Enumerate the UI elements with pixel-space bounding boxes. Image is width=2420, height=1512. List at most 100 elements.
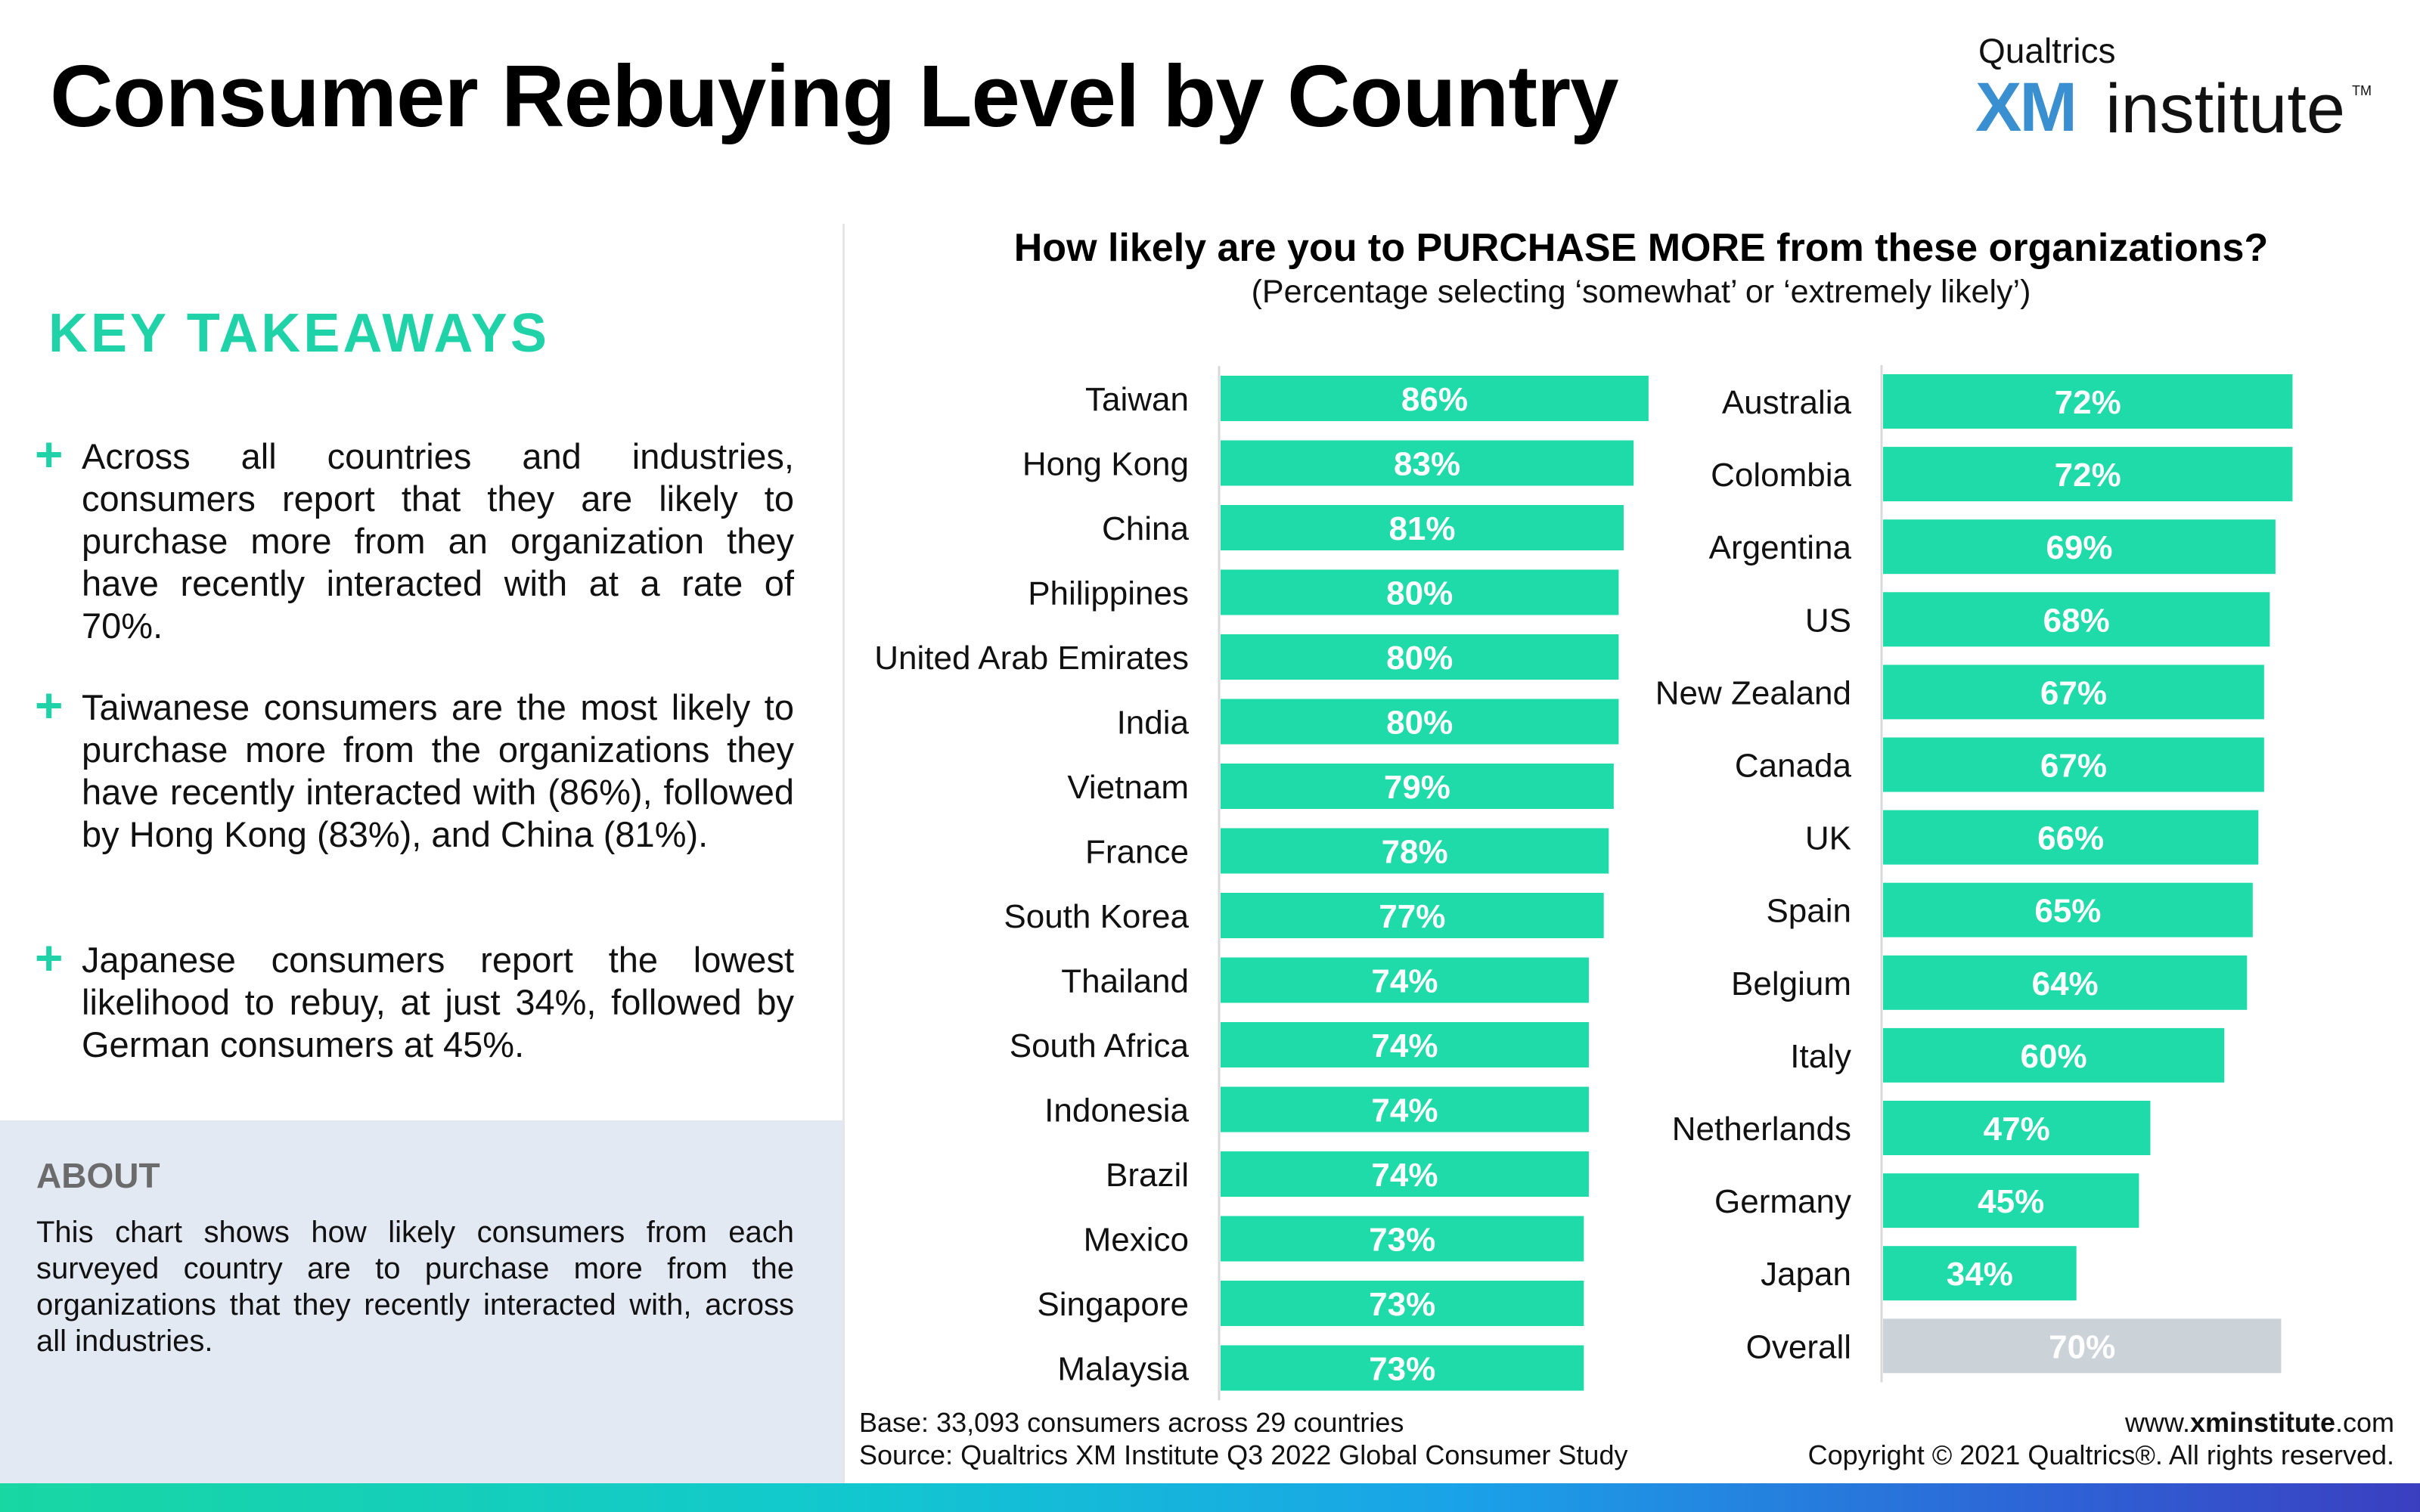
category-label: Spain [1766, 893, 1851, 930]
category-label: United Arab Emirates [874, 640, 1189, 677]
xm-institute-logo: Qualtrics XM institute TM [1975, 30, 2372, 147]
category-label: Hong Kong [1022, 446, 1189, 483]
category-label: Canada [1735, 748, 1852, 785]
logo-institute-text: institute [2105, 70, 2346, 147]
base-note: Base: 33,093 consumers across 29 countri… [859, 1406, 1627, 1471]
category-label: Mexico [1084, 1222, 1189, 1259]
bar [1221, 828, 1609, 874]
bar [1221, 893, 1604, 938]
category-label: Thailand [1061, 963, 1189, 1000]
category-label: China [1102, 510, 1189, 547]
plus-icon: + [35, 678, 64, 733]
category-label: Germany [1714, 1183, 1851, 1220]
category-label: South Korea [1004, 898, 1189, 935]
bar [1883, 810, 2259, 865]
bar [1221, 699, 1619, 745]
takeaway-text: Taiwanese consumers are the most likely … [82, 687, 794, 854]
bar [1883, 882, 2253, 937]
plus-icon: + [35, 427, 64, 482]
url-suffix: .com [2335, 1407, 2394, 1438]
bar [1221, 1022, 1589, 1067]
category-label: Netherlands [1672, 1111, 1851, 1148]
bar [1221, 1216, 1584, 1262]
data-label: 69% [2046, 529, 2112, 566]
data-label: 74% [1371, 1157, 1438, 1194]
data-label: 67% [2040, 748, 2107, 785]
bar [1221, 1151, 1589, 1197]
bar-chart: Taiwan 86% Hong Kong 83% China 81% Philippines… [874, 364, 2293, 1401]
bar [1221, 505, 1624, 550]
takeaway-text: Across all countries and industries, con… [82, 436, 794, 646]
data-label: 64% [2032, 965, 2099, 1002]
category-label: Malaysia [1057, 1351, 1189, 1388]
bar [1221, 440, 1634, 486]
data-label: 73% [1369, 1351, 1435, 1388]
key-takeaways-heading: KEY TAKEAWAYS [48, 303, 550, 364]
category-label: UK [1805, 820, 1851, 857]
website-link[interactable]: www.xminstitute.com [1808, 1406, 2394, 1439]
data-label: 68% [2043, 602, 2110, 639]
category-label: Overall [1746, 1328, 1851, 1365]
bar [1883, 374, 2293, 429]
bar [1883, 665, 2264, 720]
category-label: Italy [1790, 1038, 1851, 1075]
bar [1883, 1318, 2282, 1374]
data-label: 67% [2040, 674, 2107, 711]
data-label: 72% [2055, 457, 2121, 494]
category-label: Taiwan [1085, 381, 1189, 418]
data-label: 80% [1386, 705, 1453, 742]
logo-xm-text: XM [1975, 69, 2077, 146]
category-label: Belgium [1731, 965, 1851, 1002]
bar [1883, 1027, 2225, 1083]
data-label: 74% [1371, 1092, 1438, 1129]
takeaway-item: + Taiwanese consumers are the most likel… [35, 678, 794, 856]
data-label: 66% [2037, 820, 2104, 857]
bar [1883, 447, 2293, 502]
bar [1221, 957, 1589, 1003]
about-text: This chart shows how likely consumers fr… [36, 1216, 794, 1358]
bar [1221, 1345, 1584, 1391]
data-label: 77% [1379, 898, 1445, 935]
page-title: Consumer Rebuying Level by Country [50, 47, 1619, 145]
category-label: France [1085, 834, 1189, 871]
bar [1221, 569, 1619, 615]
data-label: 34% [1947, 1256, 2013, 1293]
bar [1221, 634, 1619, 680]
takeaway-item: + Japanese consumers report the lowest l… [35, 931, 794, 1066]
url-prefix: www. [2124, 1407, 2190, 1438]
bar [1883, 1246, 2077, 1301]
bar [1221, 764, 1614, 809]
logo-qualtrics-text: Qualtrics [1978, 31, 2116, 70]
about-heading: ABOUT [36, 1156, 160, 1195]
column-divider [842, 224, 845, 1486]
category-label: India [1117, 705, 1190, 742]
chart-subtitle: (Percentage selecting ‘somewhat’ or ‘ext… [1251, 274, 2031, 310]
bar [1883, 1173, 2139, 1228]
category-label: Brazil [1106, 1157, 1189, 1194]
category-label: South Africa [1010, 1027, 1190, 1064]
data-label: 65% [2034, 893, 2101, 930]
category-label: US [1805, 602, 1851, 639]
category-label: Singapore [1037, 1286, 1189, 1323]
source-text: Source: Qualtrics XM Institute Q3 2022 G… [859, 1439, 1628, 1470]
data-label: 74% [1371, 963, 1438, 1000]
bar [1883, 955, 2248, 1010]
data-label: 80% [1386, 640, 1453, 677]
data-label: 74% [1371, 1027, 1438, 1064]
brand-gradient-bar [0, 1483, 2420, 1512]
data-label: 79% [1384, 769, 1450, 806]
url-bold: xminstitute [2189, 1407, 2335, 1438]
bar [1883, 737, 2264, 792]
plus-icon: + [35, 931, 64, 985]
data-label: 73% [1369, 1286, 1435, 1323]
category-label: Indonesia [1044, 1092, 1189, 1129]
data-label: 81% [1388, 510, 1455, 547]
data-label: 86% [1401, 381, 1468, 418]
takeaway-text: Japanese consumers report the lowest lik… [82, 940, 794, 1064]
data-label: 70% [2049, 1328, 2115, 1365]
category-label: Vietnam [1067, 769, 1189, 806]
category-label: Philippines [1028, 575, 1189, 612]
data-label: 45% [1978, 1183, 2044, 1220]
data-label: 83% [1394, 446, 1460, 483]
data-label: 72% [2055, 384, 2121, 421]
